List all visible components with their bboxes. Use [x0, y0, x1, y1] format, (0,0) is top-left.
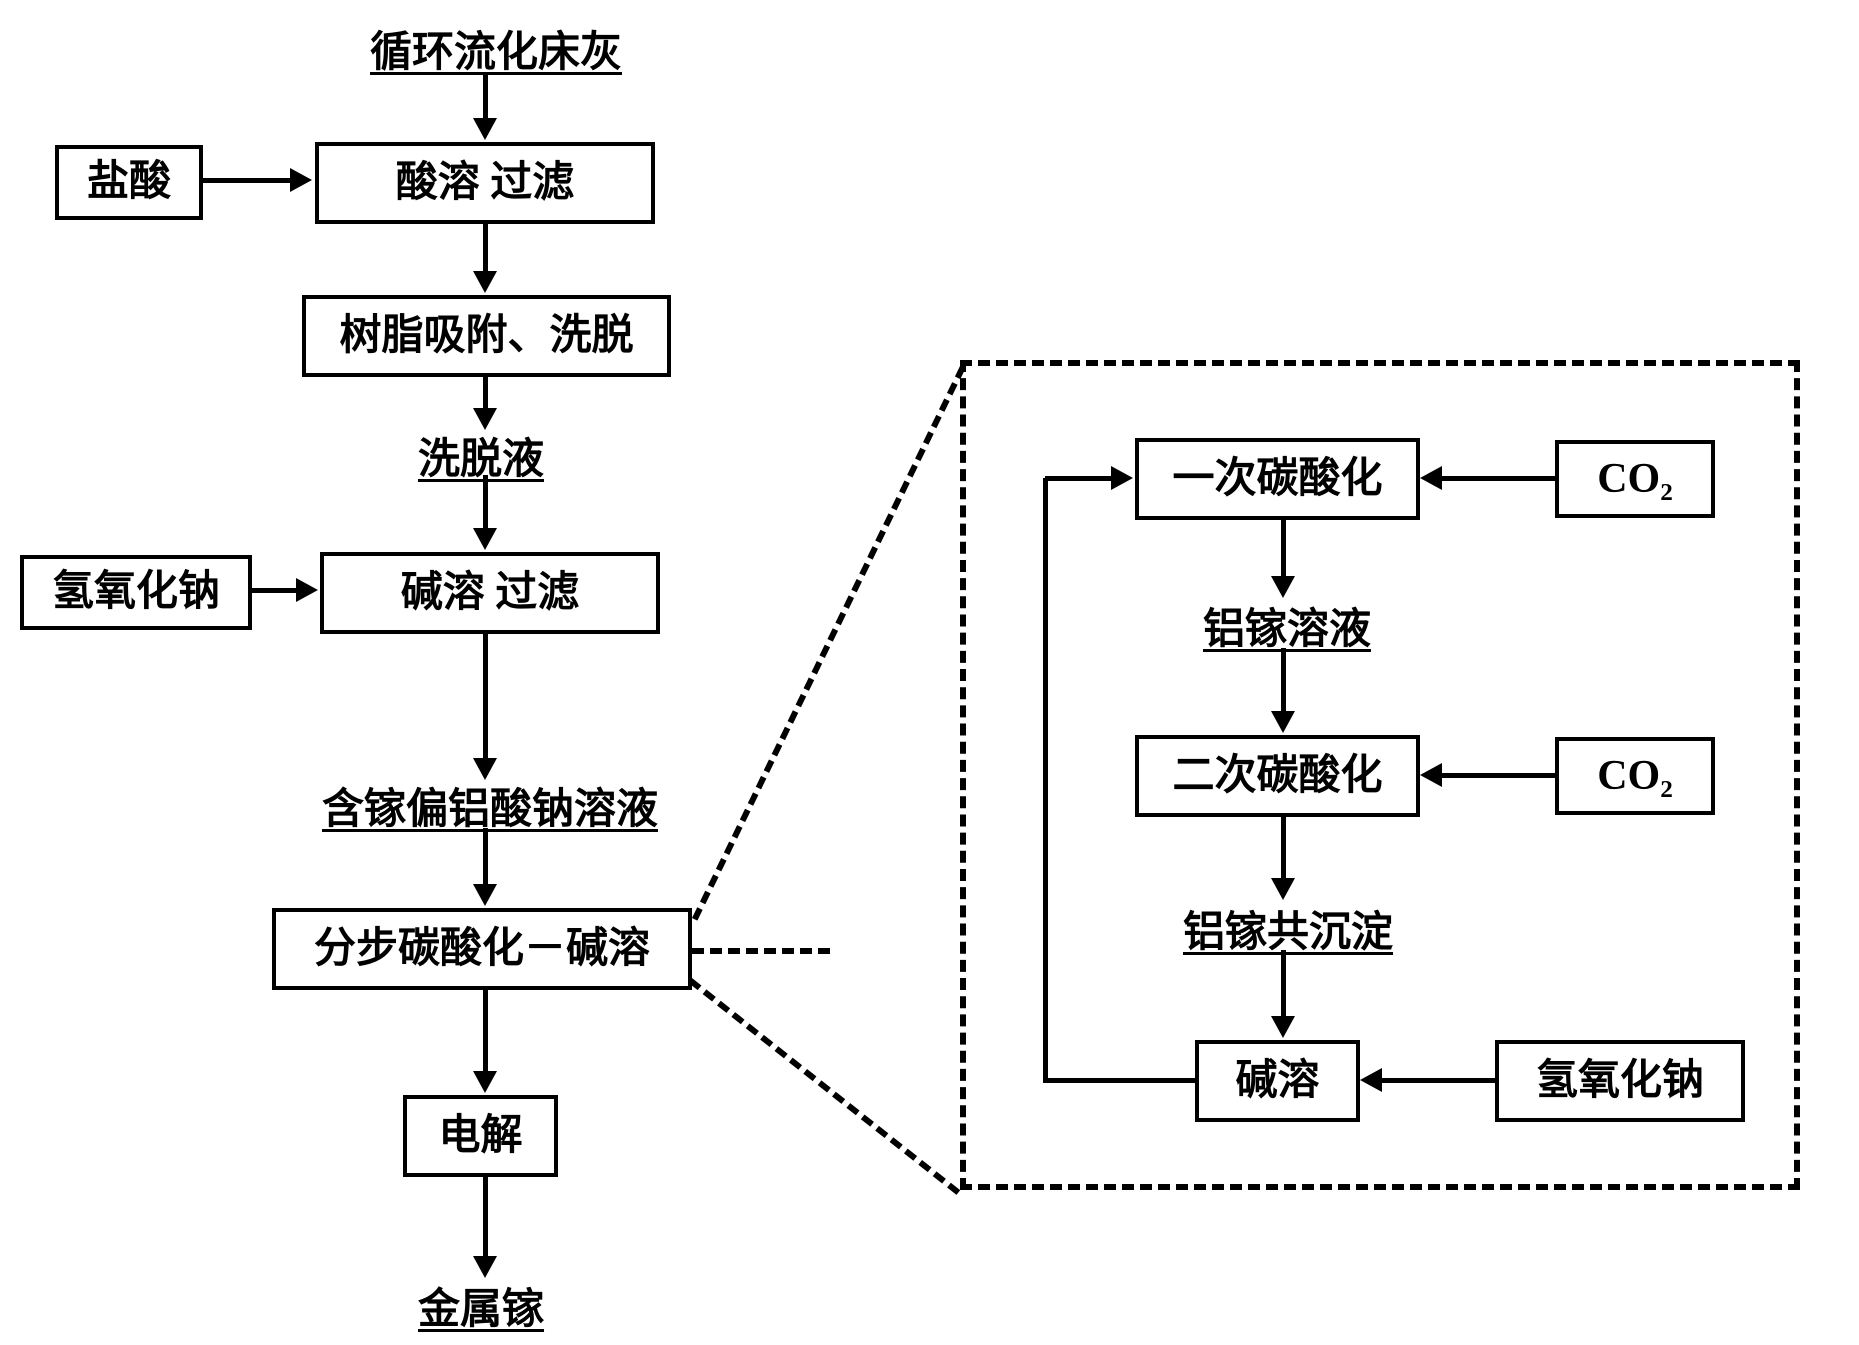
node-electrolysis: 电解	[403, 1095, 558, 1177]
label-top: 循环流化床灰	[370, 18, 622, 79]
arrow-segment	[252, 588, 300, 593]
arrow-head-icon	[1271, 1016, 1295, 1038]
arrow-segment	[1045, 476, 1115, 481]
node-step-carbonation: 分步碳酸化－碱溶	[272, 908, 692, 990]
arrow-segment	[483, 224, 488, 275]
label-top-text: 循环流化床灰	[370, 30, 622, 76]
arrow-segment	[483, 828, 488, 888]
arrow-head-icon	[1111, 466, 1133, 490]
label-eluate: 洗脱液	[418, 425, 544, 486]
arrow-segment	[483, 72, 488, 122]
arrow-head-icon	[1420, 466, 1442, 490]
arrow-segment	[1281, 520, 1286, 580]
arrow-head-icon	[1420, 763, 1442, 787]
dashed-connector	[692, 366, 965, 921]
arrow-head-icon	[473, 1071, 497, 1093]
arrow-segment	[1438, 773, 1555, 778]
arrow-head-icon	[1360, 1068, 1382, 1092]
arrow-segment	[1281, 950, 1286, 1020]
arrow-segment	[1043, 478, 1048, 1083]
arrow-head-icon	[1271, 711, 1295, 733]
label-ga-aluminate: 含镓偏铝酸钠溶液	[322, 775, 658, 836]
arrow-segment	[203, 178, 294, 183]
arrow-segment	[483, 634, 488, 762]
arrow-segment	[1438, 476, 1555, 481]
dashed-connector	[692, 948, 830, 954]
arrow-head-icon	[290, 168, 312, 192]
arrow-segment	[483, 377, 488, 412]
arrow-head-icon	[1271, 878, 1295, 900]
arrow-head-icon	[473, 408, 497, 430]
node-alkali-dissolve: 碱溶 过滤	[320, 552, 660, 634]
arrow-head-icon	[473, 1256, 497, 1278]
arrow-head-icon	[473, 758, 497, 780]
arrow-segment	[1045, 1078, 1195, 1083]
arrow-segment	[1378, 1078, 1495, 1083]
dashed-subprocess-box	[960, 360, 1800, 1190]
arrow-segment	[483, 1177, 488, 1260]
arrow-head-icon	[473, 118, 497, 140]
arrow-head-icon	[473, 528, 497, 550]
node-naoh: 氢氧化钠	[20, 555, 252, 630]
arrow-head-icon	[473, 884, 497, 906]
arrow-segment	[483, 990, 488, 1075]
arrow-segment	[483, 475, 488, 532]
node-resin: 树脂吸附、洗脱	[302, 295, 671, 377]
node-hcl: 盐酸	[55, 145, 203, 220]
arrow-segment	[1281, 817, 1286, 882]
arrow-head-icon	[473, 271, 497, 293]
arrow-head-icon	[296, 578, 318, 602]
label-gallium-metal: 金属镓	[418, 1275, 544, 1336]
arrow-segment	[1281, 648, 1286, 715]
arrow-head-icon	[1271, 576, 1295, 598]
dashed-connector	[688, 978, 960, 1195]
node-acid-dissolve: 酸溶 过滤	[315, 142, 655, 224]
